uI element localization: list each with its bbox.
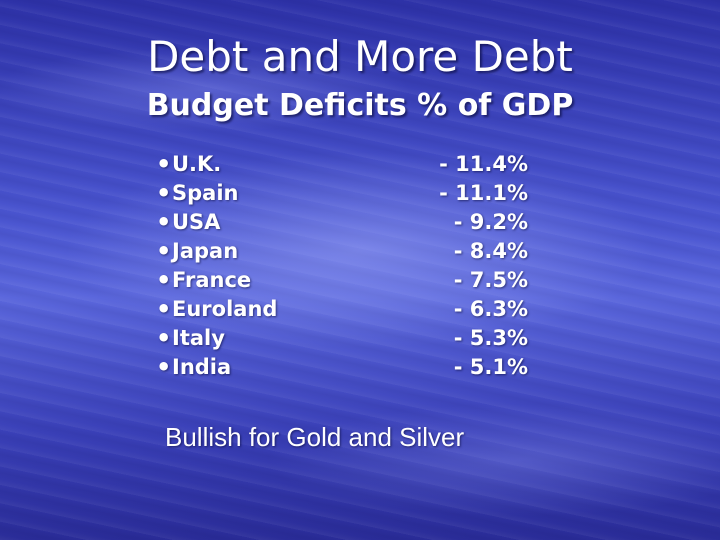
- country-label: Italy: [172, 326, 225, 350]
- list-item: • Japan - 8.4%: [156, 237, 576, 266]
- country-label: U.K.: [172, 152, 222, 176]
- list-item: • France - 7.5%: [156, 266, 576, 295]
- deficit-value: - 11.1%: [439, 181, 528, 205]
- bullet-icon: •: [156, 208, 172, 236]
- deficit-value: - 6.3%: [453, 297, 528, 321]
- bullet-icon: •: [156, 324, 172, 352]
- footer-text: Bullish for Gold and Silver: [165, 422, 465, 452]
- bullet-icon: •: [156, 237, 172, 265]
- deficit-value: - 11.4%: [439, 152, 528, 176]
- list-item: • USA - 9.2%: [156, 208, 576, 237]
- country-label: Spain: [172, 181, 239, 205]
- bullet-icon: •: [156, 266, 172, 294]
- country-label: USA: [172, 210, 221, 234]
- deficit-value: - 7.5%: [453, 268, 528, 292]
- bullet-icon: •: [156, 353, 172, 381]
- bullet-icon: •: [156, 295, 172, 323]
- deficit-value: - 5.3%: [453, 326, 528, 350]
- list-item: • Spain - 11.1%: [156, 179, 576, 208]
- country-label: India: [172, 355, 232, 379]
- country-label: Euroland: [172, 297, 278, 321]
- list-item: • Euroland - 6.3%: [156, 295, 576, 324]
- bullet-icon: •: [156, 179, 172, 207]
- country-label: France: [172, 268, 252, 292]
- deficit-value: - 5.1%: [453, 355, 528, 379]
- slide-subtitle: Budget Deficits % of GDP: [146, 88, 574, 123]
- bullet-icon: •: [156, 150, 172, 178]
- deficit-value: - 8.4%: [453, 239, 528, 263]
- deficit-value: - 9.2%: [453, 210, 528, 234]
- country-label: Japan: [172, 239, 239, 263]
- list-item: • India - 5.1%: [156, 353, 576, 382]
- deficit-list: • U.K. - 11.4% • Spain - 11.1% • USA - 9…: [156, 150, 576, 382]
- list-item: • Italy - 5.3%: [156, 324, 576, 353]
- list-item: • U.K. - 11.4%: [156, 150, 576, 179]
- slide-title: Debt and More Debt: [147, 32, 573, 81]
